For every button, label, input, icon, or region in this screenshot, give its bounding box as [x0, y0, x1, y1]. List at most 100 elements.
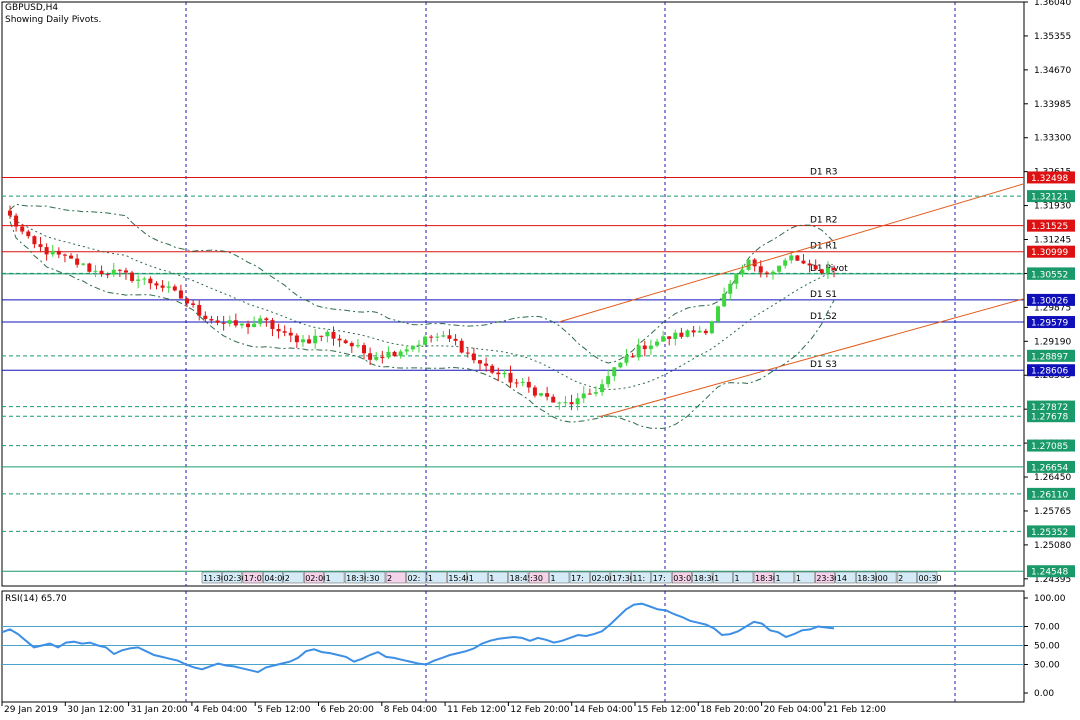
session-tag-text-17: 1: [551, 574, 556, 583]
candle-body: [386, 351, 391, 358]
candle-body: [233, 320, 238, 326]
candle-body: [532, 387, 537, 396]
session-tag-box-11: [426, 571, 447, 584]
candle-body: [508, 372, 513, 383]
session-tag-box-22: [651, 571, 672, 584]
pivot-price-badge-text-4: 1.30026: [1031, 296, 1068, 306]
session-tag-box-5: [303, 571, 324, 584]
session-tag-box-23: [671, 571, 692, 584]
candle-body: [770, 271, 775, 274]
candle-body: [404, 349, 409, 352]
pivot-label-5: D1 S2: [810, 312, 837, 322]
session-tag-text-33: 00: [878, 574, 888, 583]
candle-body: [709, 321, 714, 334]
level-price-badge-text-5: 1.27085: [1031, 442, 1068, 452]
candle-body: [362, 345, 367, 354]
level-price-badge-3: [1027, 400, 1075, 413]
candle-body: [795, 255, 800, 261]
session-tag-box-7: [344, 571, 365, 584]
rsi-line: [1, 602, 835, 674]
level-price-badge-text-6: 1.26654: [1031, 463, 1068, 473]
price-tick-label-17: 1.24395: [1034, 575, 1071, 585]
candle-body: [423, 336, 428, 345]
price-tick-label-0: 1.36040: [1034, 0, 1071, 8]
session-tag-box-31: [835, 571, 856, 584]
session-tag-box-26: [733, 571, 754, 584]
candle-body: [789, 255, 794, 261]
candle-body: [783, 260, 788, 266]
candle-body: [172, 286, 177, 291]
candle-body: [148, 278, 153, 284]
time-tick-label-2: 31 Jan 20:00: [131, 705, 188, 715]
candle-body: [44, 247, 49, 255]
candle-body: [239, 323, 244, 326]
candle-body: [288, 332, 293, 336]
price-tick-label-2: 1.34670: [1034, 66, 1071, 76]
session-tag-text-6: 1: [326, 574, 331, 583]
session-tag-text-20: 17:30: [612, 574, 635, 583]
pivot-price-badge-0: [1027, 171, 1075, 184]
candle-body: [166, 286, 171, 288]
candle-body: [209, 319, 214, 321]
session-tag-box-35: [917, 571, 938, 584]
pivot-label-0: D1 R3: [810, 167, 838, 177]
candle-body: [392, 351, 397, 357]
candle-body: [191, 303, 196, 305]
pivot-price-badge-text-6: 1.28606: [1031, 367, 1068, 377]
candle-body: [587, 393, 592, 395]
candle-body: [801, 260, 806, 264]
price-tick-label-4: 1.33300: [1034, 134, 1071, 144]
candle-body: [258, 318, 263, 324]
session-tag-text-2: 17:01: [244, 574, 267, 583]
rsi-tick-label-2: 50.00: [1034, 642, 1060, 652]
level-price-badge-text-3: 1.27872: [1031, 403, 1068, 413]
candle-body: [69, 255, 74, 259]
candle-body: [294, 335, 299, 343]
candle-body: [752, 259, 757, 267]
candle-body: [551, 396, 556, 403]
session-tag-text-15: 18:45: [510, 574, 533, 583]
session-tag-text-12: 15:40: [448, 574, 471, 583]
candle-body: [746, 259, 751, 270]
candle-body: [819, 269, 824, 274]
price-tick-label-1: 1.35355: [1034, 32, 1071, 42]
session-tag-box-12: [447, 571, 468, 584]
candle-body: [453, 338, 458, 341]
session-tag-box-24: [692, 571, 713, 584]
session-tag-text-29: 1: [796, 574, 801, 583]
session-tag-text-8: :30: [367, 574, 380, 583]
price-tick-label-6: 1.31930: [1034, 202, 1071, 212]
pivot-price-badge-text-0: 1.32498: [1031, 174, 1068, 184]
candle-body: [673, 332, 678, 340]
pivot-price-badge-text-1: 1.31525: [1031, 222, 1068, 232]
session-tag-text-9: 2: [387, 574, 392, 583]
session-tag-box-1: [222, 571, 243, 584]
bollinger-upper-line: [9, 203, 835, 364]
candle-body: [410, 345, 415, 350]
candle-body: [368, 353, 373, 360]
candle-body: [81, 263, 86, 265]
candle-body: [832, 268, 836, 271]
pivot-price-badge-text-3: 1.30552: [1031, 270, 1068, 280]
session-tag-text-26: 1: [735, 574, 740, 583]
session-tag-box-9: [385, 571, 406, 584]
candle-body: [764, 272, 769, 274]
candle-body: [654, 341, 659, 346]
session-tag-text-0: 11:30: [203, 574, 226, 583]
candle-body: [563, 402, 568, 404]
candle-body: [105, 274, 110, 276]
time-tick-label-8: 12 Feb 20:00: [510, 705, 569, 715]
pivot-price-badge-text-2: 1.30999: [1031, 248, 1068, 258]
level-price-badge-text-4: 1.27678: [1031, 413, 1068, 423]
session-tag-text-16: :30: [530, 574, 543, 583]
candle-body: [203, 315, 208, 320]
level-price-badge-4: [1027, 410, 1075, 423]
candle-body: [331, 331, 336, 339]
session-tag-box-20: [610, 571, 631, 584]
session-tag-box-10: [406, 571, 427, 584]
bollinger-middle-line: [9, 215, 835, 391]
candle-body: [435, 336, 440, 338]
trendline-0: [558, 183, 1025, 323]
